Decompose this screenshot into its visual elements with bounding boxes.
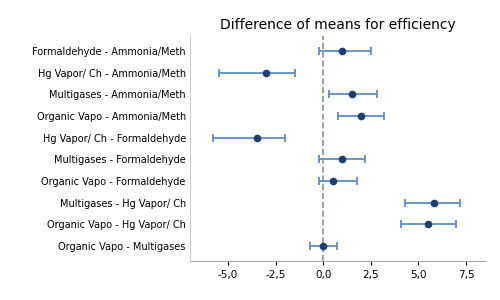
Title: Difference of means for efficiency: Difference of means for efficiency bbox=[220, 18, 456, 32]
